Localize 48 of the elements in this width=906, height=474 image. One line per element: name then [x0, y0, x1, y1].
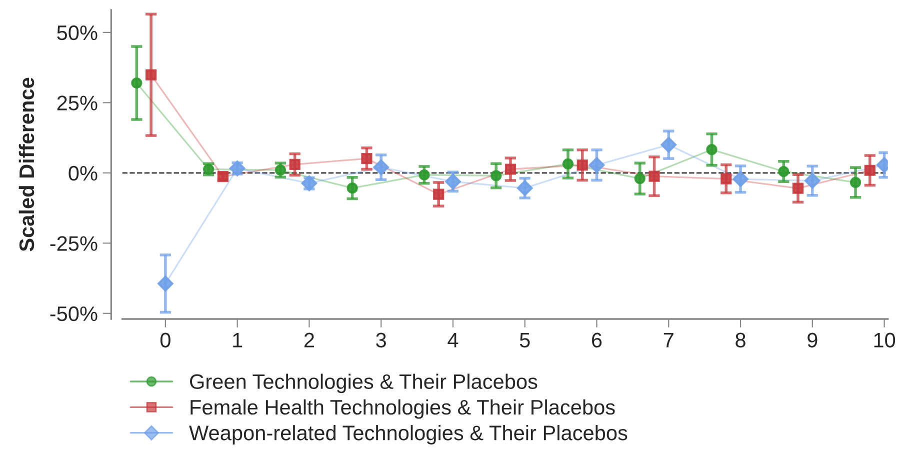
point: [158, 276, 174, 292]
point: [274, 164, 286, 176]
point: [490, 170, 502, 182]
x-tick-label: 2: [304, 332, 314, 348]
x-tick-label: 7: [664, 332, 674, 348]
point: [445, 174, 461, 190]
point: [504, 164, 516, 175]
point: [804, 172, 820, 189]
point: [516, 180, 533, 196]
point: [850, 176, 862, 188]
legend-label: Green Technologies & Their Placebos: [190, 374, 538, 394]
point: [864, 164, 876, 176]
x-tick-label: 9: [808, 332, 818, 348]
point: [131, 77, 142, 89]
x-tick-label: 5: [520, 332, 530, 348]
legend-label: Weapon-related Technologies & Their Placebos: [189, 425, 628, 444]
point: [732, 171, 748, 188]
y-tick-label: 0%: [68, 166, 98, 181]
y-axis-title: Scaled Difference: [18, 78, 34, 252]
point: [576, 159, 588, 171]
y-tick-label: 50%: [57, 25, 98, 40]
point: [433, 188, 444, 200]
point: [562, 158, 574, 170]
point: [720, 173, 732, 184]
point: [418, 169, 430, 180]
point: [660, 136, 677, 153]
point: [361, 153, 372, 164]
x-tick-label: 6: [592, 332, 602, 348]
x-tick-label: 4: [448, 332, 458, 348]
y-tick-label: 25%: [57, 96, 98, 110]
y-tick-label: -25%: [50, 236, 98, 251]
point: [346, 182, 358, 194]
point: [146, 69, 157, 80]
y-tick-label: -50%: [50, 306, 98, 322]
x-tick-label: 8: [736, 332, 746, 348]
point: [634, 172, 646, 184]
point: [648, 170, 660, 182]
point: [706, 144, 718, 156]
point: [373, 159, 390, 176]
x-tick-label: 0: [160, 332, 170, 348]
point: [778, 166, 790, 178]
legend-label: Female Health Technologies & Their Placebos: [190, 399, 615, 419]
point: [588, 157, 605, 173]
x-tick-label: 1: [233, 332, 242, 348]
point: [792, 182, 804, 194]
x-tick-label: 3: [376, 332, 386, 348]
point: [289, 158, 300, 170]
x-tick-label: 10: [874, 332, 896, 348]
